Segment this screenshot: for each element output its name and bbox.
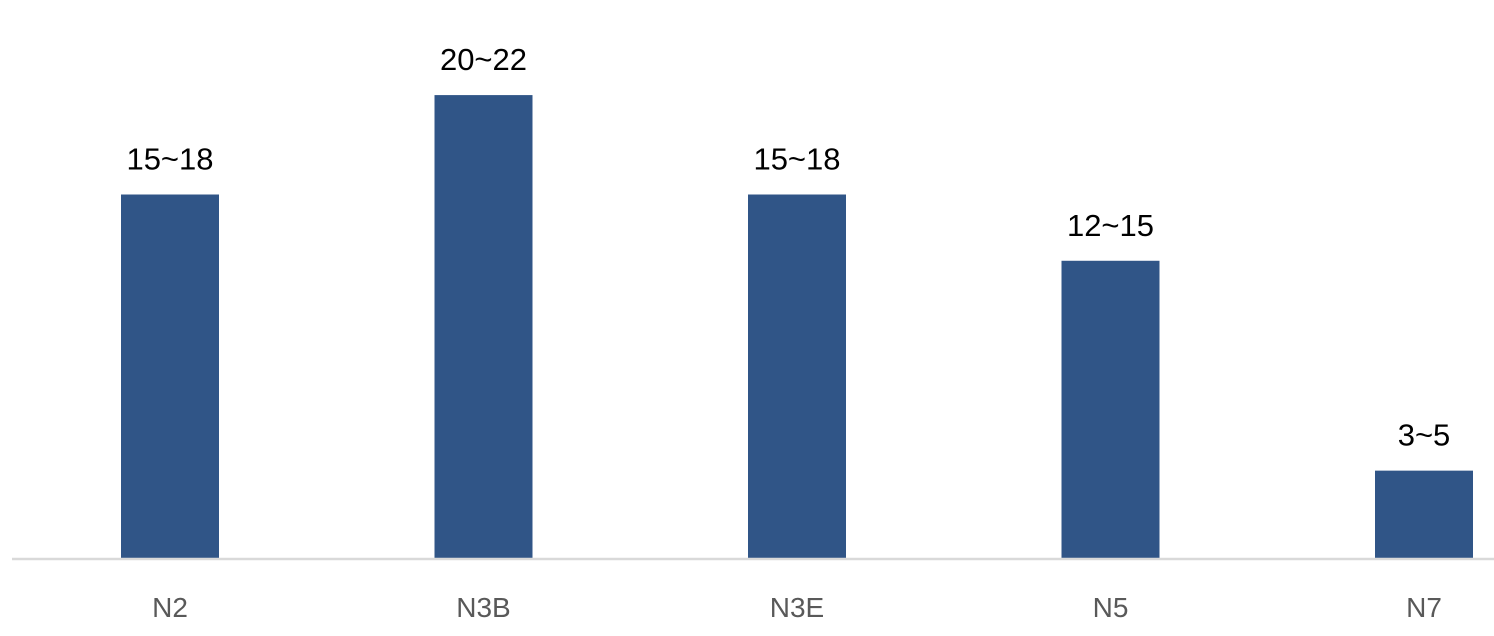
bar-n3e bbox=[748, 194, 846, 559]
data-label-n3e: 15~18 bbox=[753, 142, 840, 177]
x-tick-label-n2: N2 bbox=[152, 592, 188, 623]
bar-n3b bbox=[434, 95, 533, 559]
x-tick-label-n3b: N3B bbox=[456, 592, 510, 623]
data-label-n3b: 20~22 bbox=[440, 42, 527, 77]
bars-group bbox=[121, 95, 1473, 559]
x-tick-label-n7: N7 bbox=[1406, 592, 1442, 623]
bar-n2 bbox=[121, 194, 219, 559]
data-label-n2: 15~18 bbox=[126, 142, 213, 177]
x-tick-label-n5: N5 bbox=[1093, 592, 1129, 623]
data-labels-group: 15~18 20~22 15~18 12~15 3~5 bbox=[126, 42, 1450, 453]
bar-n7 bbox=[1375, 470, 1473, 559]
data-label-n7: 3~5 bbox=[1398, 418, 1451, 453]
x-tick-label-n3e: N3E bbox=[770, 592, 824, 623]
bar-n5 bbox=[1061, 260, 1160, 559]
x-tick-labels-group: N2 N3B N3E N5 N7 bbox=[152, 592, 1442, 623]
data-label-n5: 12~15 bbox=[1067, 208, 1154, 243]
